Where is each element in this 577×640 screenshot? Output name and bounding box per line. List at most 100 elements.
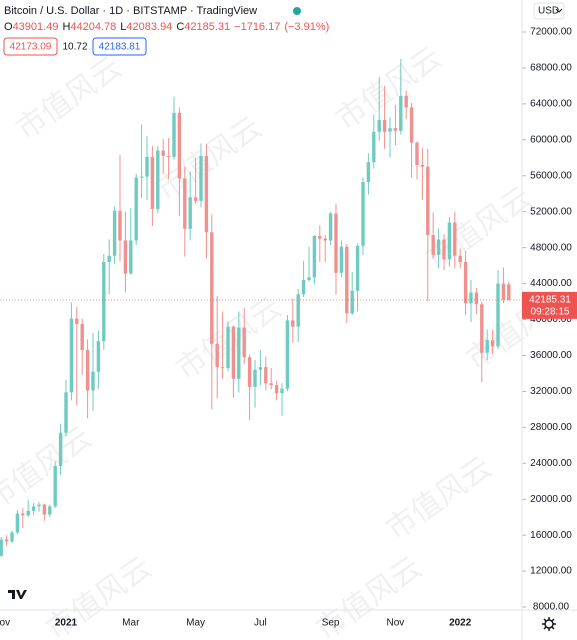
candle-body: [415, 142, 419, 165]
x-tick-label: 2021: [55, 618, 78, 629]
candle-body: [139, 176, 144, 178]
ohlc-prefix: C: [176, 21, 184, 33]
candle-body: [215, 343, 219, 368]
candle-body: [409, 107, 414, 143]
candle-body: [377, 120, 381, 132]
candle-body: [242, 327, 246, 358]
dropdown-arrow: [555, 8, 563, 13]
candle-body: [237, 327, 241, 379]
candle-body: [447, 222, 452, 260]
ohlc-text: O43901.49 H44204.78 L42083.94 C42185.31 −171…: [4, 21, 329, 33]
settings-icon[interactable]: [542, 617, 556, 631]
candle-body: [183, 178, 187, 229]
x-tick-label: Jul: [254, 618, 267, 629]
candle-body: [10, 532, 14, 542]
candle-body: [399, 95, 403, 131]
candle-body: [436, 239, 441, 255]
tv-logo: [6, 586, 28, 602]
y-tick-label: 48000.00: [530, 242, 572, 253]
ohlc-open: 43901.49: [13, 21, 59, 33]
candle-body: [26, 510, 30, 516]
candle-body: [490, 340, 495, 347]
candle-body: [280, 388, 284, 394]
candle-body: [301, 279, 306, 295]
y-tick-label: 16000.00: [530, 530, 572, 541]
candle-body: [172, 112, 176, 157]
candle-body: [318, 235, 322, 239]
change-pct: (−3.91%): [284, 21, 329, 33]
candle-body: [75, 318, 79, 325]
candle-body: [453, 222, 457, 256]
y-tick-label: 24000.00: [530, 458, 572, 469]
y-tick-label: 28000.00: [530, 422, 572, 433]
candle-body: [355, 245, 360, 291]
x-tick-label: Nov: [0, 618, 10, 629]
candle-body: [382, 120, 387, 132]
candle-body: [426, 166, 430, 236]
candle-body: [323, 238, 327, 241]
candle-body: [112, 210, 117, 256]
candle-body: [15, 513, 20, 533]
candle-body: [145, 156, 149, 177]
candle-body: [463, 262, 468, 304]
candle-body: [372, 131, 376, 163]
candle-body: [458, 255, 462, 263]
bid: 42173.09: [10, 42, 52, 53]
bid-box: [3, 37, 58, 56]
candle-body: [496, 283, 500, 347]
candle-body: [69, 318, 74, 393]
candle-body: [107, 255, 111, 263]
candle-body: [334, 213, 338, 273]
candle-body: [226, 326, 230, 369]
candle-body: [420, 164, 425, 167]
y-tick-label: 44000.00: [530, 278, 572, 289]
candle-body: [258, 367, 263, 370]
candle-body: [0, 539, 3, 556]
candle-body: [339, 246, 344, 273]
x-tick-label: Mar: [122, 618, 140, 629]
x-tick-label: 2022: [449, 618, 472, 629]
candle-body: [123, 240, 128, 274]
candle-body: [96, 341, 101, 372]
candle-body: [269, 383, 273, 386]
candle-body: [91, 371, 95, 391]
ohlc-low: 42083.94: [126, 21, 172, 33]
y-tick-label: 36000.00: [530, 350, 572, 361]
candle-body: [37, 504, 41, 507]
candle-body: [431, 235, 435, 255]
candle-body: [404, 95, 408, 108]
candle-body: [474, 292, 479, 305]
countdown: 09:28:15: [531, 307, 570, 318]
candle-body: [291, 320, 295, 327]
candle-body: [388, 128, 392, 132]
candle-body: [274, 385, 279, 394]
y-tick-label: 68000.00: [530, 63, 572, 74]
candle-body: [507, 284, 511, 300]
currency-button[interactable]: [533, 2, 565, 20]
candle-body: [469, 292, 473, 304]
candle-body: [442, 239, 446, 260]
candle-body: [156, 150, 160, 209]
ohlc-legend: O43901.49 H44204.78 L42083.94 C42185.31 −171…: [4, 21, 329, 33]
ask: 42183.81: [99, 42, 141, 53]
candle-body: [393, 128, 398, 131]
ohlc-prefix: O: [4, 21, 13, 33]
x-tick-label: Sep: [322, 618, 340, 629]
candle-body: [48, 506, 52, 515]
candle-body: [328, 213, 333, 241]
y-tick-label: 52000.00: [530, 206, 572, 217]
candle-body: [247, 357, 252, 387]
candle-body: [166, 155, 171, 157]
ohlc-prefix: H: [62, 21, 70, 33]
candle-body: [307, 277, 311, 280]
candle-body: [193, 197, 198, 201]
candle-body: [312, 235, 317, 278]
currency[interactable]: USD: [538, 6, 559, 17]
candle-body: [220, 367, 225, 369]
ohlc-high: 44204.78: [70, 21, 116, 33]
y-tick-label: 20000.00: [530, 494, 572, 505]
x-tick-label: May: [186, 618, 205, 629]
ohlc-close: 42185.31: [184, 21, 230, 33]
last-price-tag: [522, 291, 577, 319]
ohlc-prefix: L: [120, 21, 126, 33]
